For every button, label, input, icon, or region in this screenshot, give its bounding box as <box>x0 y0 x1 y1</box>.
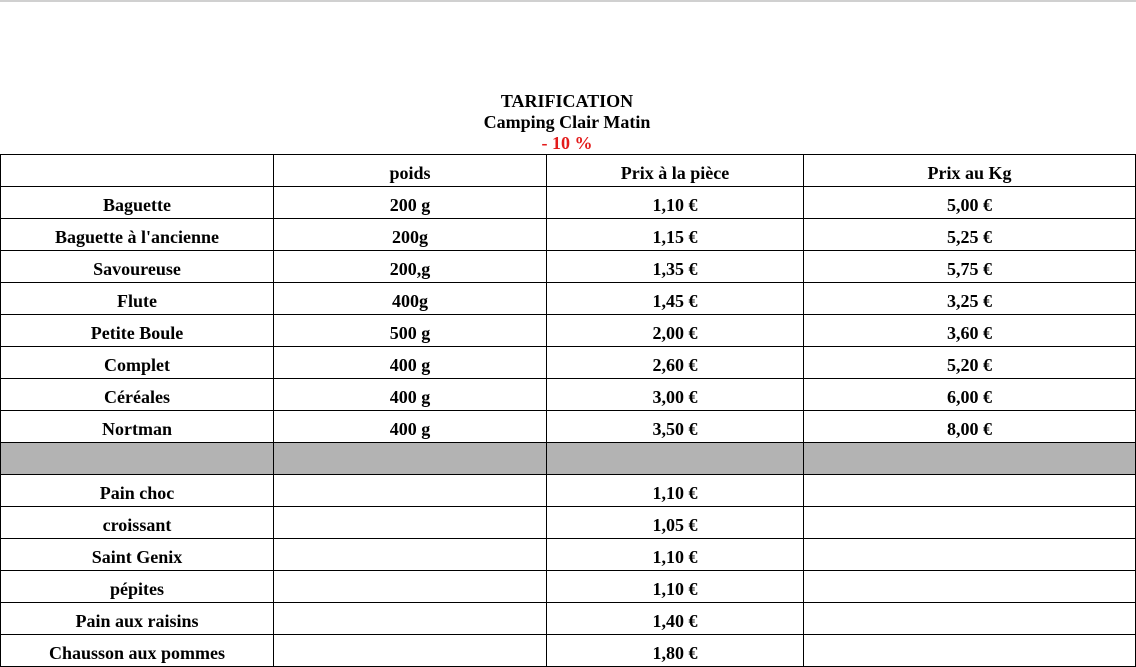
unit-price-cell: 1,45 € <box>546 282 804 315</box>
product-name-cell: Pain aux raisins <box>0 602 274 635</box>
table-row: Baguette à l'ancienne 200g 1,15 €5,25 € <box>0 218 1136 251</box>
kg-price-cell <box>803 634 1136 667</box>
discount-label: - 10 % <box>541 133 593 153</box>
separator-row <box>0 442 1136 475</box>
product-name-cell: Saint Genix <box>0 538 274 571</box>
weight-cell <box>273 538 547 571</box>
table-row: Flute 400g 1,45 €3,25 € <box>0 282 1136 315</box>
product-name-cell: Pain choc <box>0 474 274 507</box>
table-row: Chausson aux pommes 1,80 € <box>0 634 1136 667</box>
product-name-cell: Baguette <box>0 186 274 219</box>
table-row: Céréales 400 g 3,00 €6,00 € <box>0 378 1136 411</box>
separator-cell <box>803 442 1136 475</box>
kg-price-cell: 6,00 € <box>803 378 1136 411</box>
product-name-cell: Baguette à l'ancienne <box>0 218 274 251</box>
column-header-unit-price: Prix à la pièce <box>546 154 804 187</box>
table-row: Pain aux raisins 1,40 € <box>0 602 1136 635</box>
kg-price-cell: 5,75 € <box>803 250 1136 283</box>
product-name-cell: Complet <box>0 346 274 379</box>
weight-cell: 400 g <box>273 346 547 379</box>
unit-price-cell: 2,00 € <box>546 314 804 347</box>
kg-price-cell <box>803 570 1136 603</box>
kg-price-cell: 5,25 € <box>803 218 1136 251</box>
kg-price-cell: 5,20 € <box>803 346 1136 379</box>
weight-cell: 200,g <box>273 250 547 283</box>
table-row: Nortman 400 g 3,50 €8,00 € <box>0 410 1136 443</box>
table-header-row: poids Prix à la pièce Prix au Kg <box>0 154 1136 187</box>
table-row: Complet 400 g 2,60 €5,20 € <box>0 346 1136 379</box>
weight-cell: 400 g <box>273 378 547 411</box>
table-row: croissant 1,05 € <box>0 506 1136 539</box>
page-title: TARIFICATION <box>500 91 634 111</box>
weight-cell: 400g <box>273 282 547 315</box>
top-border <box>0 0 1136 2</box>
unit-price-cell: 1,15 € <box>546 218 804 251</box>
weight-cell <box>273 570 547 603</box>
weight-cell: 200 g <box>273 186 547 219</box>
product-name-cell: Céréales <box>0 378 274 411</box>
separator-cell <box>273 442 547 475</box>
weight-cell <box>273 602 547 635</box>
unit-price-cell: 2,60 € <box>546 346 804 379</box>
unit-price-cell: 1,10 € <box>546 186 804 219</box>
product-name-cell: Petite Boule <box>0 314 274 347</box>
kg-price-cell <box>803 538 1136 571</box>
weight-cell <box>273 634 547 667</box>
weight-cell <box>273 506 547 539</box>
kg-price-cell: 5,00 € <box>803 186 1136 219</box>
product-name-cell: Nortman <box>0 410 274 443</box>
product-name-cell: pépites <box>0 570 274 603</box>
product-name-cell: Savoureuse <box>0 250 274 283</box>
kg-price-cell: 8,00 € <box>803 410 1136 443</box>
table-row: Petite Boule 500 g 2,00 €3,60 € <box>0 314 1136 347</box>
column-header-product <box>0 154 274 187</box>
kg-price-cell: 3,25 € <box>803 282 1136 315</box>
title-block: TARIFICATION Camping Clair Matin - 10 % <box>0 91 1134 154</box>
separator-cell <box>0 442 274 475</box>
kg-price-cell <box>803 474 1136 507</box>
product-name-cell: Flute <box>0 282 274 315</box>
weight-cell: 200g <box>273 218 547 251</box>
product-name-cell: Chausson aux pommes <box>0 634 274 667</box>
column-header-kg-price: Prix au Kg <box>803 154 1136 187</box>
table-row: Baguette 200 g 1,10 €5,00 € <box>0 186 1136 219</box>
product-name-cell: croissant <box>0 506 274 539</box>
kg-price-cell <box>803 506 1136 539</box>
price-table: poids Prix à la pièce Prix au Kg Baguett… <box>0 154 1136 667</box>
page-subtitle: Camping Clair Matin <box>483 112 651 132</box>
weight-cell <box>273 474 547 507</box>
table-row: Savoureuse 200,g 1,35 €5,75 € <box>0 250 1136 283</box>
unit-price-cell: 1,40 € <box>546 602 804 635</box>
unit-price-cell: 1,10 € <box>546 474 804 507</box>
unit-price-cell: 1,10 € <box>546 570 804 603</box>
table-row: Pain choc 1,10 € <box>0 474 1136 507</box>
unit-price-cell: 3,00 € <box>546 378 804 411</box>
unit-price-cell: 1,80 € <box>546 634 804 667</box>
separator-cell <box>546 442 804 475</box>
table-row: pépites 1,10 € <box>0 570 1136 603</box>
weight-cell: 400 g <box>273 410 547 443</box>
unit-price-cell: 3,50 € <box>546 410 804 443</box>
kg-price-cell <box>803 602 1136 635</box>
kg-price-cell: 3,60 € <box>803 314 1136 347</box>
column-header-weight: poids <box>273 154 547 187</box>
unit-price-cell: 1,10 € <box>546 538 804 571</box>
unit-price-cell: 1,35 € <box>546 250 804 283</box>
weight-cell: 500 g <box>273 314 547 347</box>
table-row: Saint Genix 1,10 € <box>0 538 1136 571</box>
unit-price-cell: 1,05 € <box>546 506 804 539</box>
